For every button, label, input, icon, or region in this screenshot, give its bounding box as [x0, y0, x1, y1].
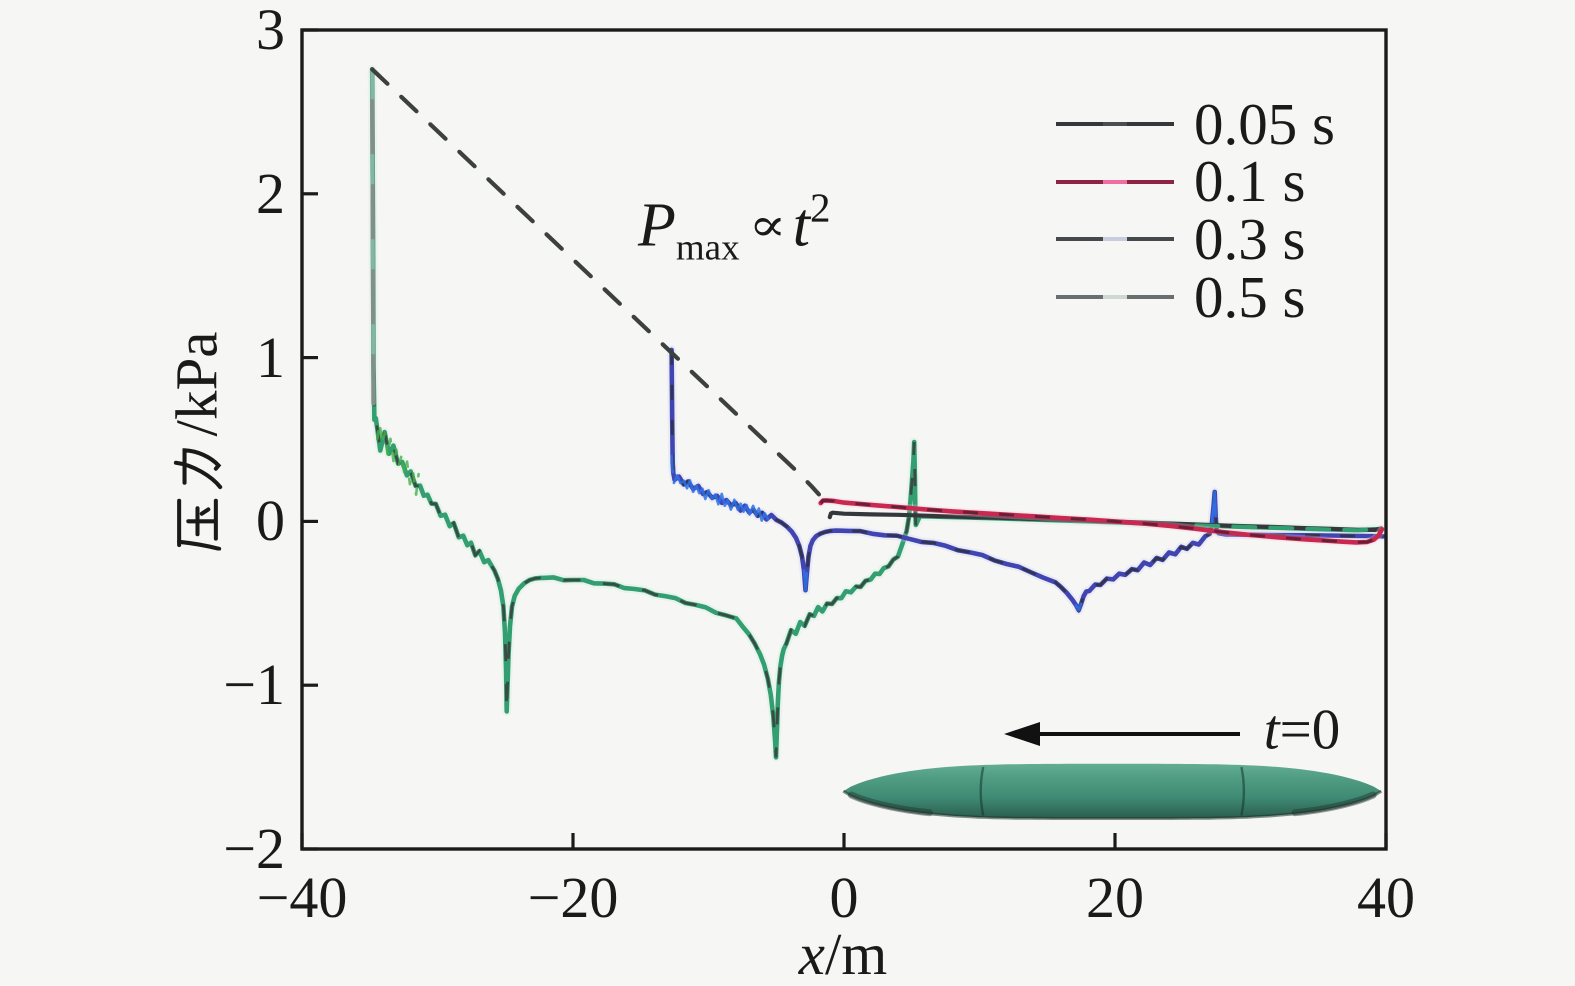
legend-item-label: 0.3 s	[1194, 205, 1306, 272]
legend-key-line	[1056, 179, 1174, 185]
series-t05-front-dash-overlay	[370, 69, 376, 404]
legend-item-label: 0.1 s	[1194, 148, 1306, 215]
legend-key-segment	[1127, 295, 1174, 300]
pmax-subscript: max	[675, 227, 740, 269]
vehicle-body-tip-shadow	[1291, 791, 1377, 817]
x-axis-label: x/m	[799, 925, 887, 984]
vehicle-body-seam	[1240, 766, 1246, 816]
legend-key-segment	[1127, 122, 1174, 126]
series-t01-dash-overlay	[819, 498, 1384, 544]
x-tick-label: −40	[256, 865, 348, 930]
time-symbol: t	[792, 191, 810, 260]
legend-key-segment	[1127, 237, 1174, 242]
vehicle-body-bottom-shadow	[842, 789, 1383, 820]
vehicle-body-tip-shadow	[847, 791, 933, 817]
legend-item-label: 0.5 s	[1194, 263, 1306, 330]
legend-key-segment	[1056, 237, 1103, 242]
legend-key-line	[1056, 121, 1174, 127]
legend-key-segment	[1127, 179, 1174, 184]
x-axis-unit: /m	[824, 921, 888, 986]
t-zero-symbol: t	[1263, 698, 1280, 762]
series-t03-noise	[670, 454, 1217, 612]
t-zero-value: =0	[1279, 698, 1341, 762]
x-axis-variable: x	[798, 921, 825, 986]
y-tick-label: 3	[256, 0, 285, 62]
legend-key-line	[1056, 236, 1174, 242]
cjk-li-force-glyph	[173, 448, 222, 490]
y-tick-label: −2	[223, 816, 285, 881]
y-tick-label: 0	[256, 488, 285, 554]
legend-key-segment	[1103, 122, 1127, 126]
x-tick-label: 20	[1086, 865, 1144, 930]
legend-key-segment	[1103, 295, 1127, 300]
legend-key-segment	[1103, 237, 1127, 242]
series-t05-tail-accent	[1194, 523, 1384, 533]
x-tick-label: 40	[1357, 865, 1415, 930]
y-axis-label: /kPa	[163, 331, 230, 553]
series-pmax-line	[370, 67, 821, 497]
series-t05-noise	[375, 422, 420, 496]
legend-item-label: 0.05 s	[1194, 90, 1335, 157]
series-t05-dash-overlay	[370, 69, 1382, 758]
t-zero-label: t=0	[1264, 702, 1341, 759]
x-tick-label: −20	[527, 865, 619, 930]
legend-key-segment	[1056, 295, 1103, 300]
legend-item: 0.5 s	[1056, 267, 1305, 326]
y-tick-label: 1	[256, 324, 285, 390]
cjk-ya-pressure-glyph	[176, 498, 221, 551]
motion-arrow-head	[1004, 722, 1040, 746]
y-tick-label: 2	[256, 160, 285, 226]
x-tick-label: 0	[829, 865, 859, 930]
vehicle-body-seam	[979, 766, 985, 816]
legend-item: 0.3 s	[1056, 209, 1305, 268]
legend-key-segment	[1056, 122, 1103, 126]
pmax-symbol: P	[638, 191, 676, 260]
proportional-icon: ∝	[748, 197, 787, 252]
legend-item: 0.1 s	[1056, 152, 1305, 211]
y-tick-label: −1	[223, 652, 285, 718]
vehicle-body-shape	[843, 763, 1382, 819]
pmax-annotation: Pmax ∝ t2	[638, 184, 831, 269]
legend-key-line	[1056, 294, 1174, 300]
time-exponent: 2	[809, 184, 831, 231]
y-axis-unit: /kPa	[163, 331, 230, 437]
legend-key-segment	[1056, 179, 1103, 184]
legend-key-segment	[1103, 179, 1127, 184]
legend-item: 0.05 s	[1056, 94, 1335, 153]
series-t03-dash-overlay	[670, 349, 1384, 614]
